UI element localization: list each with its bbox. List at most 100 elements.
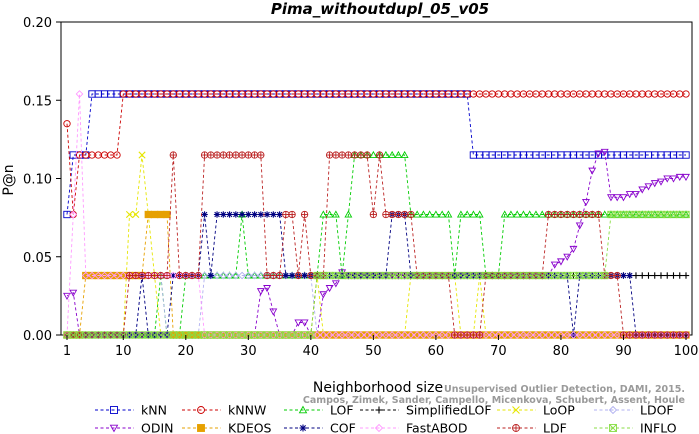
data-point: [350, 271, 359, 280]
data-point: [581, 198, 590, 207]
data-point: [69, 210, 78, 219]
data-point: [626, 272, 633, 279]
data-point: [551, 210, 559, 219]
data-point: [226, 211, 233, 218]
x-tick-label: 100: [674, 344, 699, 359]
data-point: [608, 405, 618, 415]
data-point: [319, 291, 328, 299]
data-point: [682, 151, 690, 159]
data-point: [344, 210, 353, 218]
y-tick-label: 0.00: [23, 329, 52, 344]
series-ldf: [63, 151, 690, 339]
data-point: [463, 331, 471, 339]
data-point: [319, 210, 328, 218]
data-point: [344, 331, 353, 339]
data-point: [544, 331, 553, 339]
data-point: [563, 331, 572, 339]
legend-label: LDF: [543, 421, 567, 434]
data-point: [425, 271, 434, 280]
data-point: [138, 271, 146, 280]
data-point: [388, 210, 396, 219]
data-point: [288, 210, 296, 219]
legend-label: LOF: [330, 403, 354, 418]
data-point: [313, 331, 321, 339]
x-tick-label: 20: [178, 344, 195, 359]
data-point: [620, 272, 627, 279]
data-point: [125, 210, 134, 219]
series-layer: [63, 90, 690, 340]
data-point: [275, 271, 284, 280]
data-point: [594, 210, 603, 219]
data-point: [557, 271, 565, 280]
data-point: [200, 271, 209, 280]
data-point: [513, 210, 522, 218]
data-point: [657, 331, 665, 339]
data-point: [269, 308, 278, 316]
data-point: [88, 271, 96, 280]
data-point: [369, 150, 378, 159]
data-point: [331, 210, 340, 218]
series-line: [66, 151, 686, 336]
data-point: [457, 331, 465, 339]
data-point: [163, 271, 171, 280]
data-point: [363, 331, 371, 339]
data-point: [394, 210, 403, 219]
data-point: [663, 175, 672, 183]
data-point: [563, 210, 571, 219]
data-point: [500, 210, 509, 218]
data-point: [400, 271, 409, 280]
data-point: [144, 210, 152, 219]
x-tick-label: 50: [365, 344, 382, 359]
data-point: [506, 210, 515, 218]
data-point: [269, 271, 277, 280]
data-point: [663, 331, 671, 339]
legend-label: ODIN: [141, 421, 174, 434]
data-point: [588, 167, 597, 175]
data-point: [664, 272, 671, 279]
data-point: [538, 331, 547, 339]
data-point: [609, 424, 617, 432]
data-point: [325, 331, 334, 339]
legend-item-simplifiedlof: SimplifiedLOF: [360, 403, 492, 418]
data-point: [425, 210, 434, 218]
legend-item-knn: kNN: [95, 403, 167, 418]
data-point: [119, 271, 128, 280]
data-point: [109, 424, 119, 433]
data-point: [607, 271, 615, 280]
x-tick-label: 30: [240, 344, 257, 359]
data-point: [594, 150, 603, 158]
data-point: [332, 151, 340, 159]
data-point: [444, 210, 453, 218]
data-point: [400, 331, 409, 339]
x-tick-label: 60: [428, 344, 445, 359]
data-point: [282, 272, 290, 279]
data-point: [388, 150, 397, 159]
data-point: [276, 211, 283, 218]
data-point: [256, 288, 265, 296]
data-point: [588, 331, 597, 339]
y-tick-label: 0.05: [23, 251, 52, 266]
data-point: [150, 271, 159, 280]
data-point: [338, 151, 346, 159]
series-line: [67, 154, 686, 336]
data-point: [413, 331, 421, 339]
data-point: [220, 211, 227, 218]
legend-label: COF: [330, 421, 356, 434]
data-point: [357, 331, 365, 339]
data-point: [639, 272, 646, 279]
data-point: [469, 210, 478, 218]
data-point: [638, 186, 647, 194]
legend-item-ldf: LDF: [497, 421, 567, 434]
data-point: [132, 331, 140, 339]
data-point: [556, 258, 565, 266]
data-point: [244, 271, 253, 280]
data-point: [325, 285, 334, 293]
data-point: [576, 210, 584, 219]
data-point: [319, 331, 328, 339]
data-point: [244, 151, 252, 159]
data-point: [169, 151, 177, 159]
data-point: [225, 271, 234, 280]
data-point: [232, 211, 240, 218]
data-point: [231, 271, 240, 280]
